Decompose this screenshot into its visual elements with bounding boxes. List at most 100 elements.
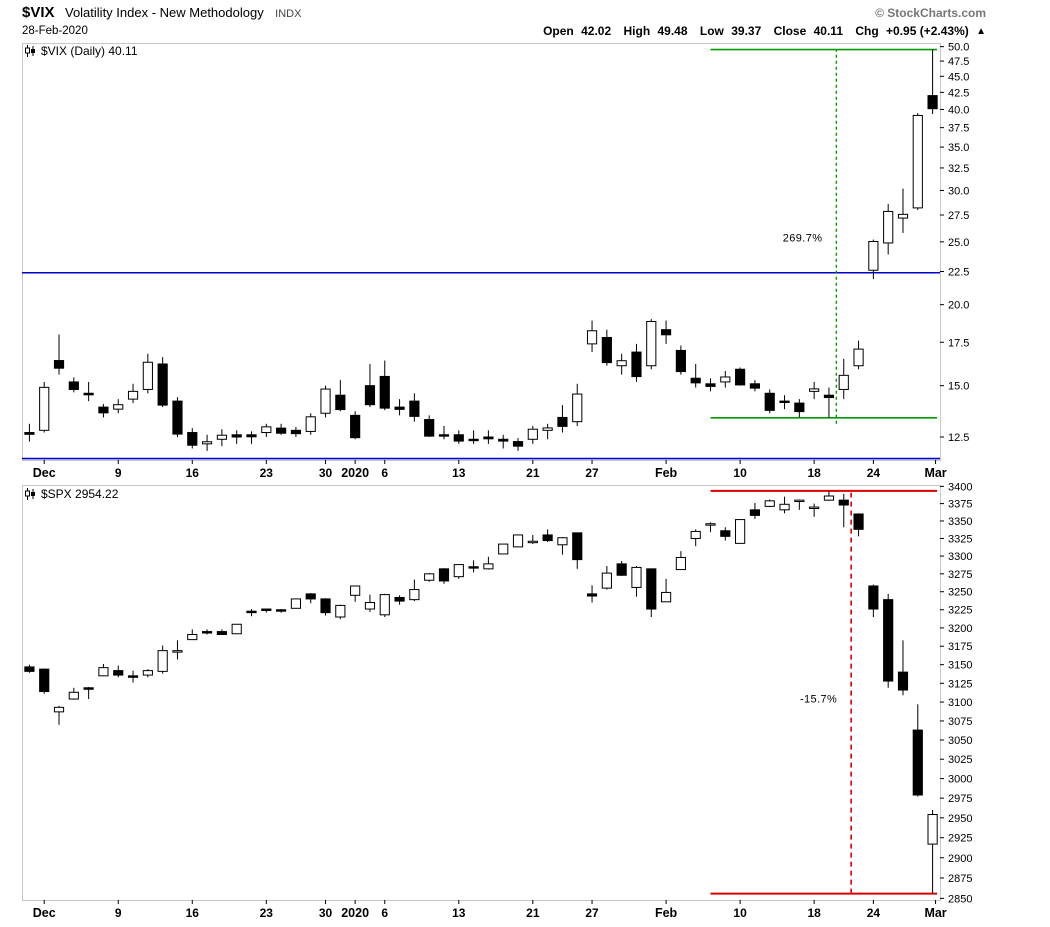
candle-body bbox=[39, 386, 50, 431]
y-axis-label: 20.0 bbox=[948, 300, 969, 312]
candle-body bbox=[231, 623, 242, 635]
candle-body bbox=[68, 381, 79, 390]
candle-body bbox=[838, 374, 849, 390]
x-axis-label: 24 bbox=[867, 906, 881, 920]
candle-body bbox=[912, 114, 923, 209]
candle-body bbox=[868, 240, 879, 271]
y-axis-label: 3125 bbox=[948, 678, 972, 690]
candlestick-icon bbox=[25, 45, 36, 57]
x-axis-label: 30 bbox=[319, 906, 333, 920]
candle-body bbox=[764, 500, 775, 507]
candle-body bbox=[557, 537, 568, 546]
up-arrow-icon: ▲ bbox=[976, 26, 986, 37]
x-axis-label: 21 bbox=[526, 906, 540, 920]
x-axis-label: 6 bbox=[381, 466, 388, 480]
candle-body bbox=[142, 361, 153, 390]
candle-body bbox=[586, 593, 598, 597]
close-label: Close bbox=[773, 24, 807, 38]
candle-body bbox=[705, 523, 716, 526]
candle-body bbox=[720, 530, 731, 537]
candle-body bbox=[498, 438, 509, 442]
candle-body bbox=[897, 213, 909, 219]
x-axis-label: 13 bbox=[452, 906, 466, 920]
candle-body bbox=[127, 390, 139, 400]
candle-body bbox=[113, 670, 124, 676]
candle-body bbox=[705, 383, 716, 387]
x-axis-label: 9 bbox=[115, 466, 122, 480]
y-axis-label: 25.0 bbox=[948, 237, 969, 249]
close-value: 40.11 bbox=[813, 24, 843, 38]
y-axis-label: 3300 bbox=[948, 551, 972, 563]
x-axis-label: 2020 bbox=[341, 466, 369, 480]
x-axis-label: 27 bbox=[585, 466, 599, 480]
chart-header: $VIX Volatility Index - New Methodology … bbox=[22, 4, 986, 22]
y-axis-label: 22.5 bbox=[948, 266, 969, 278]
measure-percent-label: 269.7% bbox=[783, 232, 823, 244]
candle-body bbox=[735, 368, 746, 386]
x-axis-label: 16 bbox=[186, 466, 200, 480]
candle-body bbox=[853, 513, 864, 530]
spx-panel-label-text: $SPX 2954.22 bbox=[41, 487, 119, 501]
x-axis-label: Feb bbox=[655, 466, 678, 480]
candle-body bbox=[172, 650, 183, 653]
x-axis-label: 6 bbox=[381, 906, 388, 920]
x-axis-label: 27 bbox=[585, 906, 599, 920]
chg-value: +0.95 (+2.43%) bbox=[886, 24, 969, 38]
candle-body bbox=[498, 543, 509, 555]
candle-body bbox=[631, 566, 642, 588]
measure-percent-label: -15.7% bbox=[800, 693, 837, 705]
candle-body bbox=[572, 393, 583, 423]
candle-body bbox=[127, 675, 139, 678]
candle-body bbox=[794, 499, 805, 503]
open-value: 42.02 bbox=[581, 24, 612, 38]
y-axis-label: 2950 bbox=[948, 813, 972, 825]
y-axis-label: 3350 bbox=[948, 516, 972, 528]
x-axis-label: 30 bbox=[319, 466, 333, 480]
y-axis-label: 40.0 bbox=[948, 104, 969, 116]
candle-body bbox=[83, 392, 94, 396]
candle-body bbox=[468, 566, 479, 569]
x-axis-label: Mar bbox=[924, 906, 946, 920]
candle-body bbox=[927, 95, 938, 110]
candle-body bbox=[883, 599, 894, 682]
candle-body bbox=[53, 360, 65, 369]
y-axis-label: 42.5 bbox=[948, 87, 969, 99]
plot-border bbox=[22, 485, 941, 901]
candle-body bbox=[350, 585, 361, 596]
x-axis-label: 21 bbox=[526, 466, 540, 480]
plot-border bbox=[22, 43, 941, 461]
candle-body bbox=[172, 400, 183, 435]
candle-body bbox=[912, 729, 923, 796]
x-axis-label: 16 bbox=[186, 906, 200, 920]
candle-body bbox=[527, 540, 538, 544]
candle-body bbox=[720, 376, 731, 383]
candle-body bbox=[98, 406, 109, 414]
x-axis-label: 13 bbox=[452, 466, 466, 480]
candle-body bbox=[276, 427, 287, 434]
candle-body bbox=[68, 691, 79, 700]
candle-body bbox=[157, 650, 168, 672]
candle-body bbox=[512, 534, 524, 548]
candle-body bbox=[542, 534, 553, 542]
candle-body bbox=[261, 608, 272, 611]
candle-body bbox=[157, 363, 168, 406]
candle-body bbox=[690, 530, 701, 539]
candle-body bbox=[823, 495, 835, 501]
y-axis-label: 45.0 bbox=[948, 71, 969, 83]
candle-body bbox=[305, 593, 316, 600]
stockcharts-credit: © StockCharts.com bbox=[875, 6, 986, 20]
y-axis-label: 3400 bbox=[948, 481, 972, 493]
candle-body bbox=[379, 375, 390, 409]
y-axis-label: 30.0 bbox=[948, 185, 969, 197]
open-label: Open bbox=[543, 24, 574, 38]
candle-body bbox=[527, 428, 538, 440]
candle-body bbox=[616, 563, 627, 576]
candle-body bbox=[216, 631, 227, 635]
candle-body bbox=[542, 427, 553, 431]
candle-body bbox=[646, 568, 657, 610]
candle-body bbox=[320, 598, 331, 614]
candle-body bbox=[897, 671, 909, 691]
candle-body bbox=[424, 573, 435, 581]
